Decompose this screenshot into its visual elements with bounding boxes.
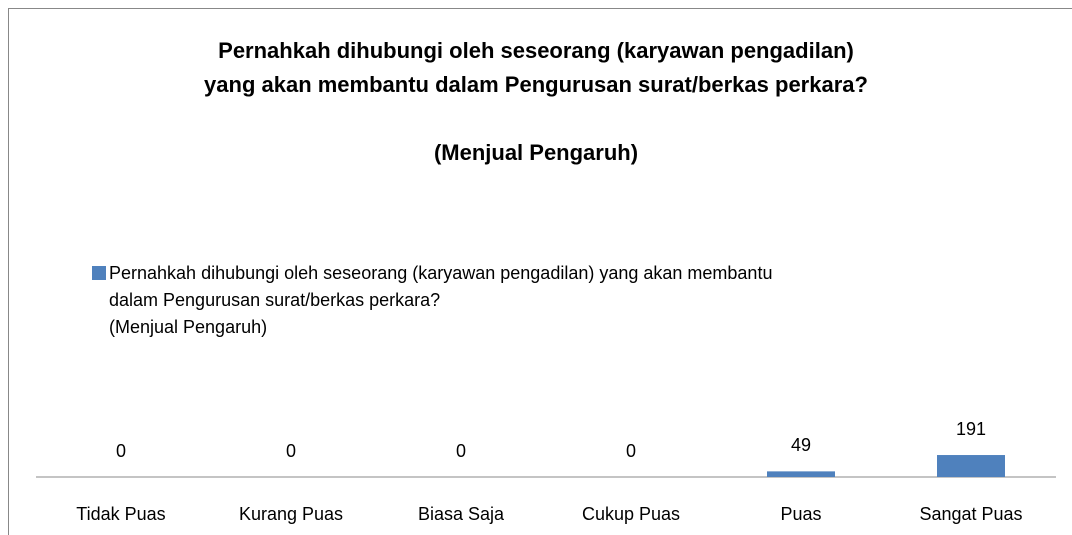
bar	[767, 471, 835, 477]
x-tick-label: Puas	[780, 504, 821, 524]
chart-frame	[8, 8, 1072, 535]
value-label: 49	[791, 435, 811, 455]
legend: Pernahkah dihubungi oleh seseorang (kary…	[92, 260, 772, 341]
x-tick-label: Biasa Saja	[418, 504, 505, 524]
value-label: 0	[456, 441, 466, 461]
value-label: 0	[116, 441, 126, 461]
legend-swatch	[92, 266, 106, 280]
value-label: 0	[286, 441, 296, 461]
chart-subtitle: (Menjual Pengaruh)	[433, 140, 639, 165]
x-tick-label: Kurang Puas	[239, 504, 343, 524]
chart-title: Pernahkah dihubungi oleh seseorang (kary…	[204, 38, 868, 97]
bar	[937, 455, 1005, 477]
x-tick-label: Sangat Puas	[919, 504, 1022, 524]
legend-label: Pernahkah dihubungi oleh seseorang (kary…	[109, 263, 773, 337]
x-tick-label: Tidak Puas	[76, 504, 165, 524]
x-tick-label: Cukup Puas	[582, 504, 680, 524]
value-label: 191	[956, 419, 986, 439]
value-label: 0	[626, 441, 636, 461]
